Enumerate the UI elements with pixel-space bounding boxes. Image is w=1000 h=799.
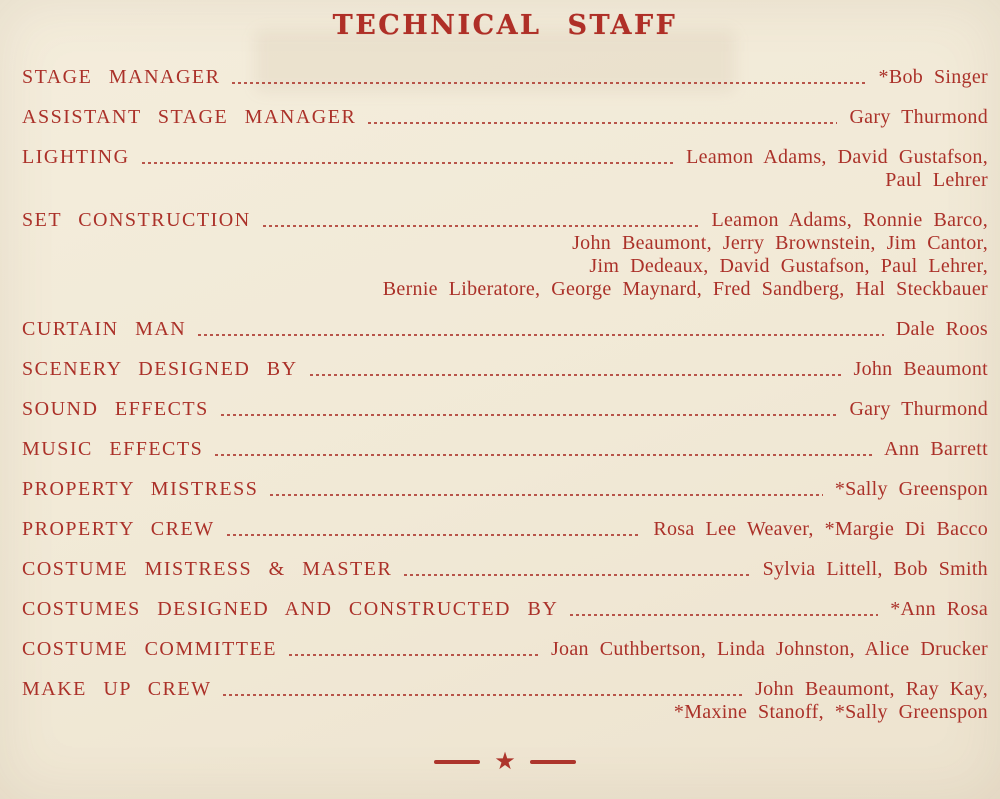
names-text: Rosa Lee Weaver, *Margie Di Bacco <box>653 518 988 540</box>
names-text: Ann Barrett <box>884 438 988 460</box>
names-continuation: Jim Dedeaux, David Gustafson, Paul Lehre… <box>589 255 988 277</box>
dotted-leader <box>368 122 838 124</box>
names-text: Gary Thurmond <box>849 106 988 128</box>
names-continuation: Bernie Liberatore, George Maynard, Fred … <box>382 278 988 300</box>
role-label: PROPERTY MISTRESS <box>22 478 259 500</box>
dotted-leader <box>288 654 539 656</box>
role-label: COSTUME COMMITTEE <box>22 638 277 660</box>
names-text: Joan Cuthbertson, Linda Johnston, Alice … <box>550 638 988 660</box>
staff-list: STAGE MANAGER *Bob Singer ASSISTANT STAG… <box>22 65 988 724</box>
staff-row-curtain-man: CURTAIN MAN Dale Roos <box>22 317 988 341</box>
names-text: Gary Thurmond <box>849 398 988 420</box>
staff-row-music-effects: MUSIC EFFECTS Ann Barrett <box>22 437 988 461</box>
names-text: *Ann Rosa <box>890 598 988 620</box>
dotted-leader <box>223 694 744 696</box>
role-label: COSTUMES DESIGNED AND CONSTRUCTED BY <box>22 598 559 620</box>
right-rule <box>529 760 576 764</box>
role-label: SCENERY DESIGNED BY <box>22 358 298 380</box>
staff-row-lighting: LIGHTING Leamon Adams, David Gustafson, … <box>22 145 988 192</box>
staff-row-costume-committee: COSTUME COMMITTEE Joan Cuthbertson, Lind… <box>22 637 988 661</box>
names-text: John Beaumont <box>853 358 988 380</box>
dotted-leader <box>404 574 751 576</box>
staff-row-assistant-stage-manager: ASSISTANT STAGE MANAGER Gary Thurmond <box>22 105 988 129</box>
star-icon: ★ <box>494 749 516 775</box>
role-label: PROPERTY CREW <box>22 518 215 540</box>
names-text: Leamon Adams, Ronnie Barco, <box>711 209 988 231</box>
names-text: Dale Roos <box>895 318 988 340</box>
footer-ornament: ★ <box>22 750 988 774</box>
staff-row-costume-mistress-master: COSTUME MISTRESS & MASTER Sylvia Littell… <box>22 557 988 581</box>
dotted-leader <box>220 414 838 416</box>
names-text: *Bob Singer <box>878 66 988 88</box>
dotted-leader <box>226 534 642 536</box>
dotted-leader <box>198 334 884 336</box>
names-continuation: *Maxine Stanoff, *Sally Greenspon <box>673 701 988 723</box>
staff-row-make-up-crew: MAKE UP CREW John Beaumont, Ray Kay, *Ma… <box>22 677 988 724</box>
role-label: LIGHTING <box>22 146 130 168</box>
staff-row-set-construction: SET CONSTRUCTION Leamon Adams, Ronnie Ba… <box>22 208 988 301</box>
dotted-leader <box>232 82 867 84</box>
names-continuation: Paul Lehrer <box>885 169 988 191</box>
dotted-leader <box>262 225 700 227</box>
role-label: ASSISTANT STAGE MANAGER <box>22 106 357 128</box>
left-rule <box>434 760 481 764</box>
names-continuation: John Beaumont, Jerry Brownstein, Jim Can… <box>572 232 988 254</box>
names-text: *Sally Greenspon <box>834 478 988 500</box>
names-text: Leamon Adams, David Gustafson, <box>686 146 988 168</box>
page-title: TECHNICAL STAFF <box>332 10 678 41</box>
role-label: CURTAIN MAN <box>22 318 187 340</box>
staff-row-costumes-designed: COSTUMES DESIGNED AND CONSTRUCTED BY *An… <box>22 597 988 621</box>
dotted-leader <box>215 454 873 456</box>
role-label: COSTUME MISTRESS & MASTER <box>22 558 393 580</box>
names-text: John Beaumont, Ray Kay, <box>755 678 988 700</box>
dotted-leader <box>309 374 842 376</box>
role-label: STAGE MANAGER <box>22 66 221 88</box>
names-text: Sylvia Littell, Bob Smith <box>762 558 988 580</box>
staff-row-property-crew: PROPERTY CREW Rosa Lee Weaver, *Margie D… <box>22 517 988 541</box>
staff-row-sound-effects: SOUND EFFECTS Gary Thurmond <box>22 397 988 421</box>
role-label: MUSIC EFFECTS <box>22 438 204 460</box>
staff-row-property-mistress: PROPERTY MISTRESS *Sally Greenspon <box>22 477 988 501</box>
staff-row-scenery-designed-by: SCENERY DESIGNED BY John Beaumont <box>22 357 988 381</box>
role-label: SOUND EFFECTS <box>22 398 209 420</box>
role-label: MAKE UP CREW <box>22 678 212 700</box>
staff-row-stage-manager: STAGE MANAGER *Bob Singer <box>22 65 988 89</box>
dotted-leader <box>141 162 675 164</box>
dotted-leader <box>570 614 879 616</box>
role-label: SET CONSTRUCTION <box>22 209 251 231</box>
dotted-leader <box>270 494 823 496</box>
